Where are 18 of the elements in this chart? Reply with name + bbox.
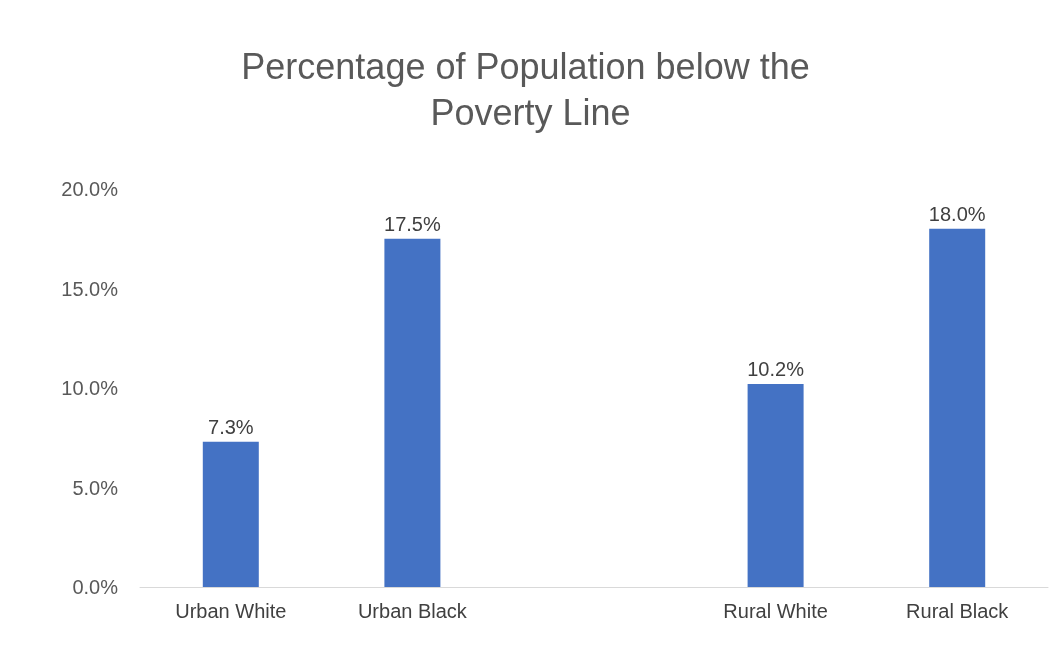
data-label: 10.2% <box>747 358 805 381</box>
y-tick-label: 20.0% <box>61 178 119 200</box>
bar <box>384 238 441 587</box>
chart-title: Percentage of Population below the Poverty Line <box>241 45 820 133</box>
bar <box>929 228 986 587</box>
y-tick-label: 15.0% <box>61 277 119 300</box>
x-tick-label: Rural Black <box>906 600 1010 622</box>
x-tick-label: Urban Black <box>357 600 468 622</box>
x-tick-label: Urban White <box>175 600 287 622</box>
bar <box>202 441 259 587</box>
data-label: 7.3% <box>208 415 254 438</box>
bar <box>747 384 804 587</box>
y-tick-label: 10.0% <box>61 377 119 399</box>
y-tick-label: 0.0% <box>72 576 119 598</box>
x-tick-label: Rural White <box>723 600 828 622</box>
data-label: 17.5% <box>384 212 441 235</box>
y-tick-label: 5.0% <box>72 476 119 499</box>
data-label: 18.0% <box>928 202 986 225</box>
